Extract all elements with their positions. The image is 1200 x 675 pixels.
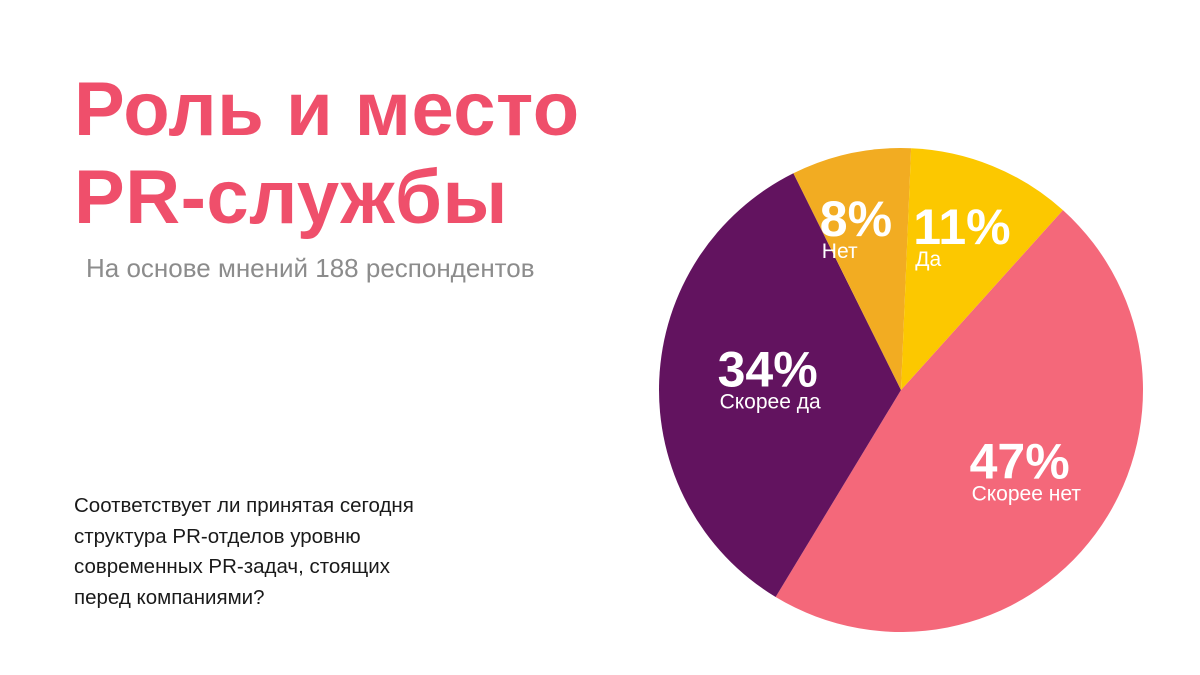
slice-value-label-1: 47% (970, 434, 1070, 490)
slice-category-label-4: Да (915, 248, 941, 271)
question-line-4: перед компаниями? (74, 585, 265, 609)
slice-value-label-2: 34% (718, 341, 818, 397)
pie-slice-4 (901, 148, 1063, 390)
question-line-2: структура PR-отделов уровню (74, 524, 361, 548)
slice-value-label-3: 8% (820, 191, 892, 247)
slice-category-label-2: Скорее да (720, 390, 821, 413)
slice-category-label-1: Скорее нет (972, 483, 1082, 506)
title-line-1: Роль и место (74, 67, 580, 152)
question-line-3: современных PR-задач, стоящих (74, 555, 390, 578)
pie-slice-3 (793, 147, 912, 390)
page-title: Роль и место PR-службы (74, 66, 580, 242)
subtitle: На основе мнений 188 респондентов (86, 253, 535, 283)
slice-category-label-3: Нет (822, 240, 858, 263)
pie-slice-1 (775, 210, 1143, 632)
title-line-2: PR-службы (74, 155, 508, 240)
pie-slice-2 (659, 173, 901, 598)
question-line-1: Соответствует ли принятая сегодня (74, 494, 414, 517)
survey-question: Соответствует ли принятая сегодня структ… (74, 491, 474, 613)
slice-value-label-4: 11% (913, 199, 1010, 255)
